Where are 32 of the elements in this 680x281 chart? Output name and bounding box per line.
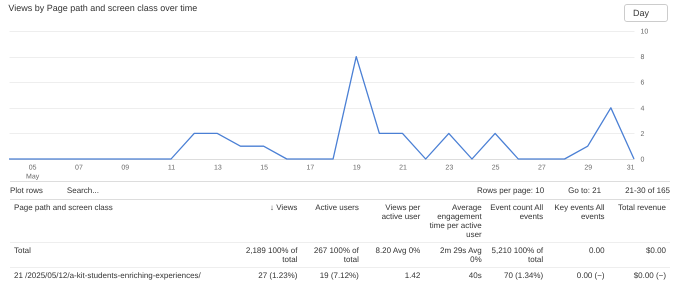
text: Go to: 21 [568,186,602,195]
text: 70 (1.34%) [486,268,548,281]
text: Total revenue [608,200,670,243]
text: Total [10,243,240,268]
chart-title: Views by Page path and screen class over time [8,3,198,13]
text: Page path and screen class [10,200,240,243]
text: 40s [424,268,486,281]
text: ↓ Views [240,200,302,243]
text: 21 /2025/05/12/a-kit-students-enriching-experiences/ [10,268,240,281]
text: 5,210 100% of total [486,243,548,268]
text: Search... [66,186,99,195]
line-series [8,56,635,160]
text: Average engagement time per active user [424,200,486,243]
text: 0.00 [547,243,609,268]
text: Rows per page: 10 [476,186,544,195]
text: $0.00 [608,243,670,268]
text: 8.20 Avg 0% [362,243,424,268]
text: 1.42 [362,268,424,281]
text: 27 (1.23%) [240,268,302,281]
text: Key events All events [547,200,609,243]
text: 19 (7.12%) [301,268,363,281]
text: Views per active user [362,200,424,243]
text: Plot rows [10,186,43,195]
text: 0.00 (−) [547,268,609,281]
text: 267 100% of total [301,243,363,268]
text: Day [624,4,668,22]
text: $0.00 (−) [608,268,670,281]
text: 2,189 100% of total [240,243,302,268]
text: 2m 29s Avg 0% [424,243,486,268]
text: Event count All events [486,200,548,243]
text: Active users [301,200,363,243]
text: 21-30 of 165 [625,186,670,195]
